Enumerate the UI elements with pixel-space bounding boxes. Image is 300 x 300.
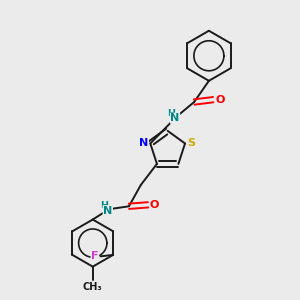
Text: F: F: [91, 251, 99, 261]
Text: N: N: [103, 206, 112, 216]
Text: O: O: [150, 200, 159, 210]
Text: N: N: [139, 139, 148, 148]
Text: S: S: [188, 139, 196, 148]
Text: H: H: [100, 201, 108, 210]
Text: CH₃: CH₃: [83, 282, 103, 292]
Text: N: N: [170, 113, 180, 123]
Text: H: H: [167, 109, 175, 118]
Text: O: O: [215, 94, 224, 105]
